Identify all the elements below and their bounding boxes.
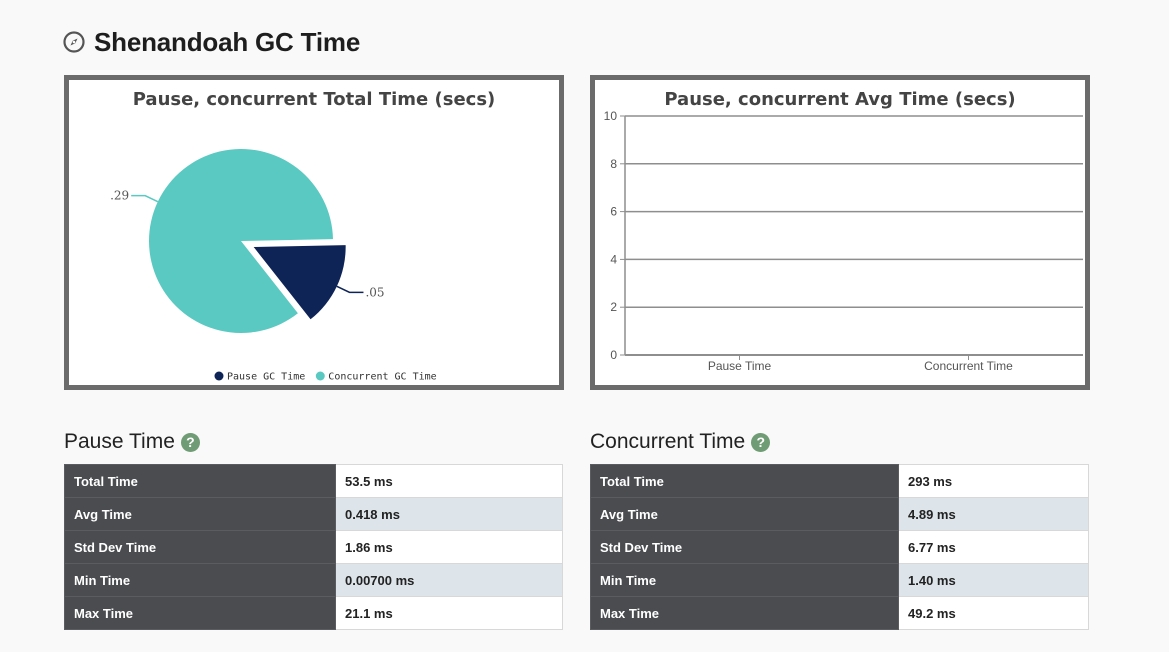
row-label: Total Time (64, 464, 336, 498)
row-label: Std Dev Time (64, 530, 336, 564)
pie-chart: Pause, concurrent Total Time (secs) .05.… (110, 89, 496, 383)
help-icon[interactable]: ? (751, 432, 771, 452)
row-value: 0.418 ms (335, 497, 563, 531)
table-row: Total Time 53.5 ms (64, 464, 563, 498)
y-tick-label: 2 (610, 300, 617, 314)
row-label: Total Time (590, 464, 899, 498)
row-label: Avg Time (64, 497, 336, 531)
bar-chart-panel: Pause, concurrent Avg Time (secs) 0 2 4 6 8 1… (590, 75, 1090, 390)
table-row: Std Dev Time 6.77 ms (590, 530, 1089, 564)
row-value: 6.77 ms (898, 530, 1089, 564)
pie-slice-1[interactable] (149, 149, 333, 333)
pie-chart-title: Pause, concurrent Total Time (secs) (133, 89, 496, 110)
pie-leader-line (336, 285, 364, 294)
row-value: 293 ms (898, 464, 1089, 498)
row-label: Std Dev Time (590, 530, 899, 564)
row-label: Min Time (590, 563, 899, 597)
y-tick-label: 10 (604, 109, 618, 123)
bar-chart-title: Pause, concurrent Avg Time (secs) (664, 89, 1015, 110)
table-row: Total Time 293 ms (590, 464, 1089, 498)
table-row: Min Time 1.40 ms (590, 563, 1089, 597)
row-label: Avg Time (590, 497, 899, 531)
y-tick-label: 8 (610, 157, 617, 171)
row-value: 0.00700 ms (335, 563, 563, 597)
legend-marker (315, 371, 325, 381)
y-tick-label: 4 (610, 252, 617, 266)
table-row: Avg Time 0.418 ms (64, 497, 563, 531)
page-title: Shenandoah GC Time (94, 26, 361, 57)
row-label: Min Time (64, 563, 336, 597)
y-tick-label: 0 (610, 348, 617, 362)
concurrent-time-title: Concurrent Time (590, 430, 746, 453)
pie-leader-line (131, 194, 159, 203)
pause-time-table: Total Time 53.5 ms Avg Time 0.418 ms Std Dev… (64, 464, 563, 630)
table-row: Min Time 0.00700 ms (64, 563, 563, 597)
page-header: Shenandoah GC Time (63, 27, 360, 57)
row-label: Max Time (64, 596, 336, 630)
table-row: Std Dev Time 1.86 ms (64, 530, 563, 564)
row-label: Max Time (590, 596, 899, 630)
pie-slice-0[interactable] (253, 245, 346, 320)
compass-icon (63, 31, 85, 53)
help-icon[interactable]: ? (180, 432, 200, 452)
pie-slice-label: .29 (110, 189, 129, 203)
legend-item[interactable]: Concurrent GC Time (328, 372, 436, 383)
table-row: Max Time 49.2 ms (590, 596, 1089, 630)
pie-chart-panel: Pause, concurrent Total Time (secs) .05.… (64, 75, 564, 390)
x-tick-label: Concurrent Time (924, 359, 1013, 373)
y-tick-label: 6 (610, 205, 617, 219)
table-row: Max Time 21.1 ms (64, 596, 563, 630)
row-value: 1.40 ms (898, 563, 1089, 597)
pause-time-heading: Pause Time ? (64, 430, 200, 454)
concurrent-time-heading: Concurrent Time ? (590, 430, 771, 454)
legend-item[interactable]: Pause GC Time (227, 372, 305, 383)
row-value: 53.5 ms (335, 464, 563, 498)
pie-slice-label: .05 (365, 285, 384, 299)
table-row: Avg Time 4.89 ms (590, 497, 1089, 531)
row-value: 21.1 ms (335, 596, 563, 630)
x-tick-label: Pause Time (708, 359, 772, 373)
row-value: 1.86 ms (335, 530, 563, 564)
bar-chart: Pause, concurrent Avg Time (secs) 0 2 4 6 8 1… (604, 89, 1083, 373)
legend-marker (214, 371, 224, 381)
concurrent-time-table: Total Time 293 ms Avg Time 4.89 ms Std Dev T… (590, 464, 1089, 630)
pause-time-title: Pause Time (64, 430, 175, 453)
row-value: 4.89 ms (898, 497, 1089, 531)
row-value: 49.2 ms (898, 596, 1089, 630)
